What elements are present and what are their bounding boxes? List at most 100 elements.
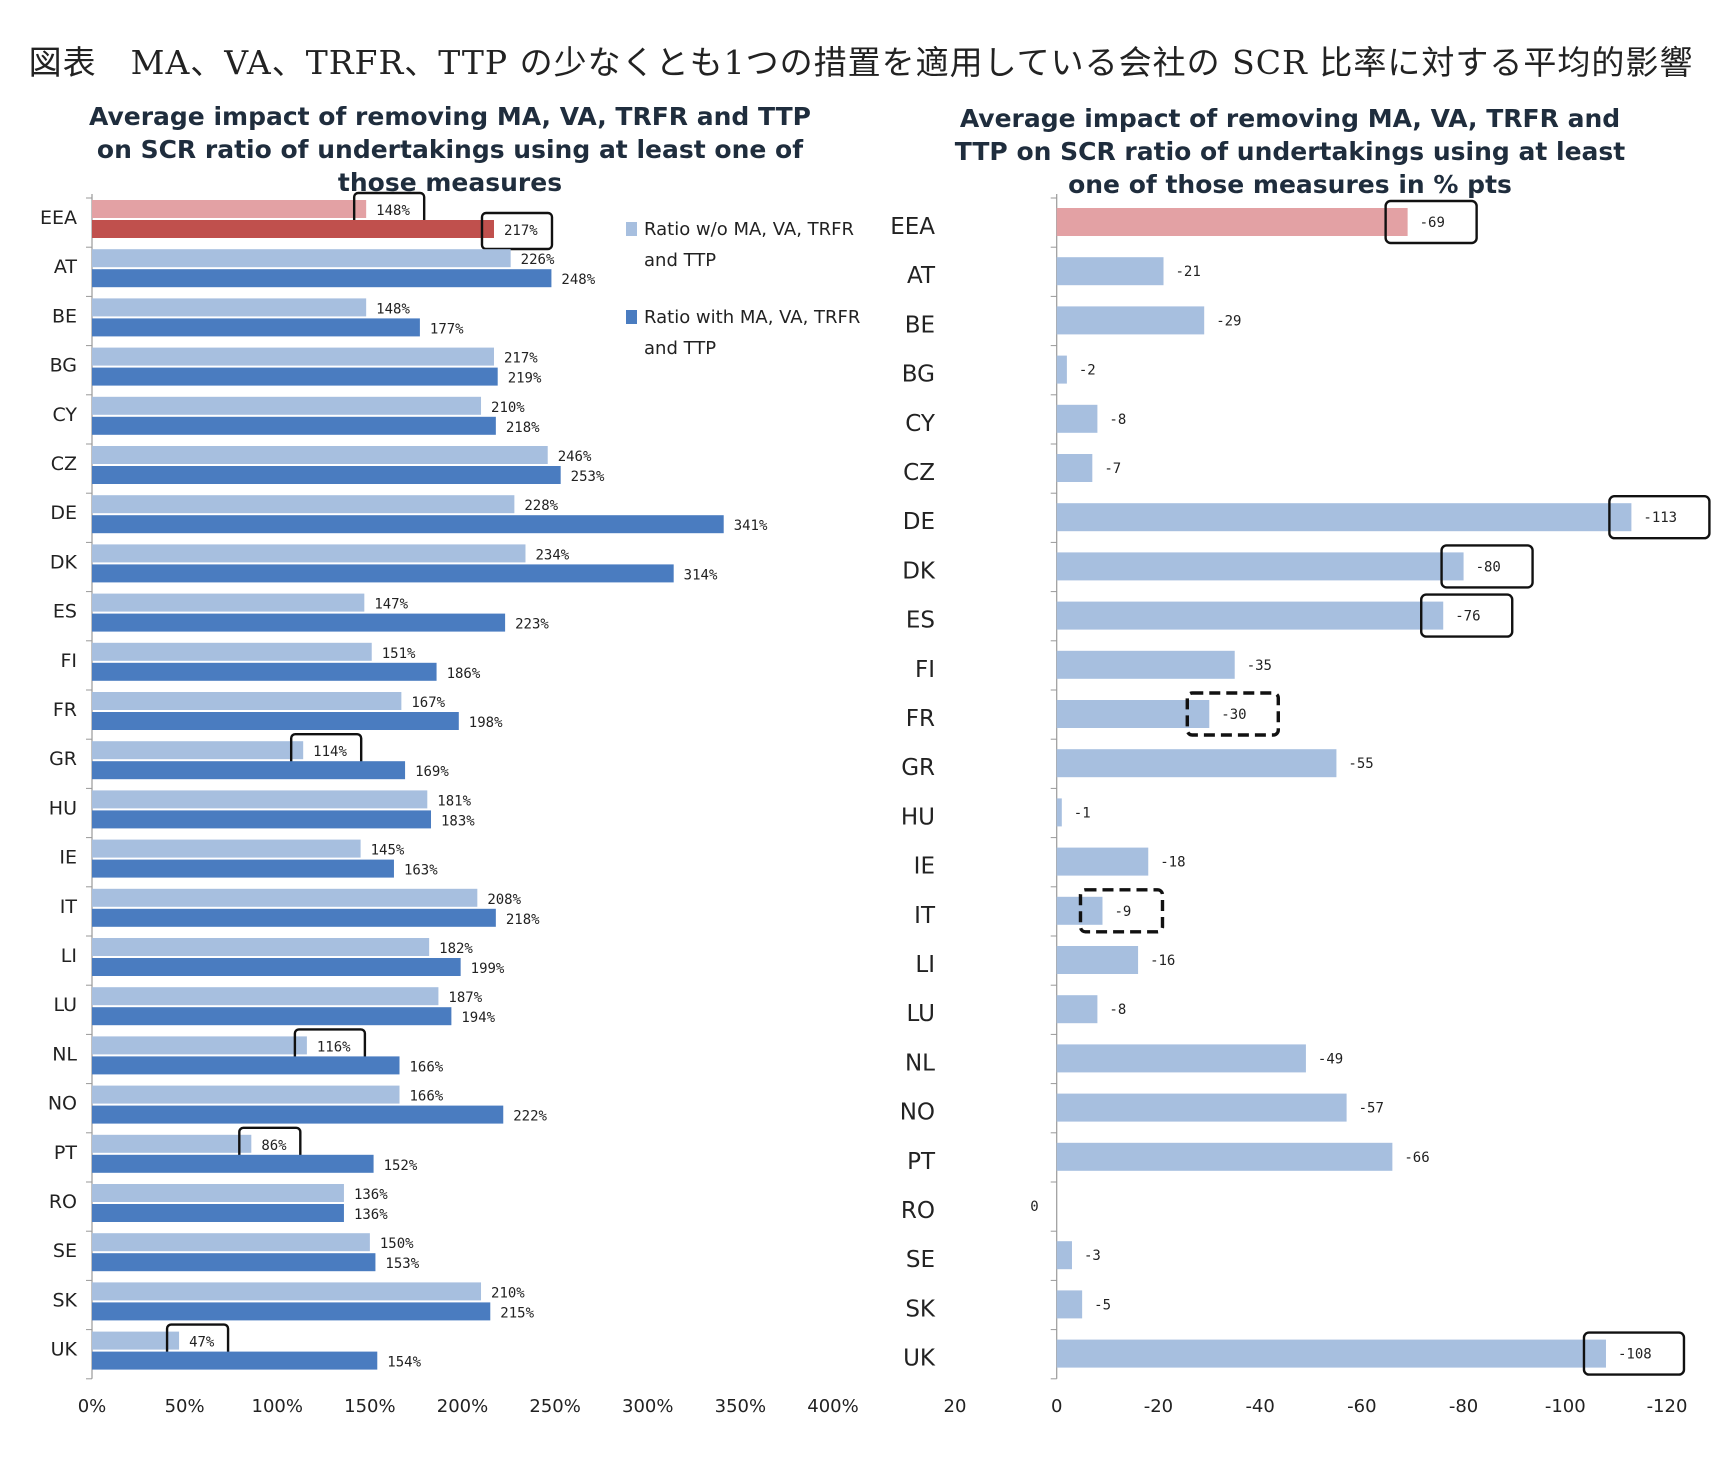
legend-swatch <box>626 222 637 236</box>
right-category-label: IT <box>914 903 936 929</box>
right-bar <box>1056 1142 1393 1171</box>
left-bar <box>92 1134 252 1153</box>
right-data-label: -8 <box>1109 1002 1126 1018</box>
left-bar <box>92 1302 491 1321</box>
right-data-label: -113 <box>1643 510 1677 526</box>
left-data-label: 226% <box>521 252 555 268</box>
left-data-label: 136% <box>354 1187 388 1203</box>
right-category-label: PT <box>907 1149 936 1175</box>
left-bar <box>92 790 428 809</box>
left-category-label: LU <box>53 994 77 1016</box>
right-data-label: -108 <box>1618 1347 1652 1363</box>
left-data-label: 47% <box>189 1335 215 1351</box>
right-data-label: -8 <box>1109 412 1126 428</box>
left-category-label: CY <box>52 404 77 426</box>
left-data-label: 152% <box>384 1158 418 1174</box>
right-data-label: -55 <box>1348 756 1373 772</box>
left-category-label: LI <box>61 945 77 967</box>
left-data-label: 246% <box>558 449 592 465</box>
left-category-label: PT <box>54 1142 77 1164</box>
right-data-label: -7 <box>1104 461 1121 477</box>
left-bar <box>92 466 561 484</box>
right-title-line: one of those measures in % pts <box>1068 170 1512 199</box>
left-category-label: SE <box>53 1240 77 1262</box>
right-category-label: FI <box>915 657 935 683</box>
left-data-label: 341% <box>734 518 768 534</box>
right-category-label: CZ <box>903 460 935 486</box>
left-data-label: 210% <box>491 400 525 416</box>
left-data-label: 208% <box>487 892 521 908</box>
right-x-tick-label: -40 <box>1245 1396 1274 1417</box>
right-category-label: DK <box>902 558 936 584</box>
left-data-label: 148% <box>376 301 410 317</box>
left-data-label: 166% <box>410 1089 444 1105</box>
right-data-label: -5 <box>1094 1297 1111 1313</box>
right-category-label: LU <box>906 1001 935 1027</box>
left-bar <box>92 220 494 238</box>
left-data-label: 167% <box>411 695 445 711</box>
left-bar <box>92 908 496 927</box>
left-data-label: 186% <box>447 666 481 682</box>
right-category-label: DE <box>903 509 935 535</box>
left-category-label: HU <box>49 797 77 819</box>
left-category-label: DE <box>50 502 77 524</box>
left-bar <box>92 741 304 760</box>
left-highlight-box <box>480 211 554 251</box>
left-category-label: AT <box>54 256 78 278</box>
left-data-label: 148% <box>376 203 410 219</box>
left-data-label: 183% <box>441 813 475 829</box>
left-data-label: 222% <box>513 1109 547 1125</box>
left-category-label: IT <box>60 896 78 918</box>
left-bar <box>92 1204 344 1222</box>
right-bar <box>1056 1093 1347 1122</box>
right-category-label: HU <box>901 804 935 830</box>
left-x-tick-label: 350% <box>715 1396 766 1417</box>
left-bar <box>92 564 674 583</box>
left-bar <box>92 1036 307 1055</box>
right-data-label: -49 <box>1318 1051 1343 1067</box>
page-title: 図表 MA、VA、TRFR、TTP の少なくとも1つの措置を適用している会社の … <box>28 43 1694 82</box>
left-data-label: 217% <box>504 223 538 239</box>
right-highlight-box <box>1440 544 1534 589</box>
right-category-label: SK <box>905 1296 936 1322</box>
legend-swatch <box>626 310 637 324</box>
right-data-label: -2 <box>1079 363 1096 379</box>
left-bar <box>92 1056 400 1075</box>
right-bar <box>1056 601 1444 630</box>
left-chart-legend: Ratio w/o MA, VA, TRFR and TTP Ratio with … <box>626 219 860 359</box>
right-data-label: -69 <box>1420 215 1445 231</box>
right-bar <box>1056 404 1098 433</box>
left-chart-title: Average impact of removing MA, VA, TRFR … <box>89 102 811 197</box>
right-data-label: -35 <box>1247 658 1272 674</box>
right-data-label: -80 <box>1476 559 1501 575</box>
left-bar <box>92 446 548 464</box>
left-category-label: DK <box>50 551 78 573</box>
legend-label: and TTP <box>644 250 716 271</box>
left-data-label: 86% <box>261 1138 287 1154</box>
left-category-label: RO <box>49 1191 77 1213</box>
left-bar <box>92 1331 180 1350</box>
right-data-label: -21 <box>1176 264 1201 280</box>
right-bar <box>1056 650 1235 679</box>
right-category-label: ES <box>906 608 935 634</box>
legend-label: Ratio w/o MA, VA, TRFR <box>644 219 854 240</box>
right-data-label: -30 <box>1221 707 1246 723</box>
left-data-label: 177% <box>430 321 464 337</box>
right-data-label: -16 <box>1150 953 1175 969</box>
left-data-label: 199% <box>471 961 505 977</box>
left-bar <box>92 692 402 710</box>
left-bar <box>92 249 511 268</box>
right-x-tick-label: -120 <box>1647 1396 1688 1417</box>
left-x-tick-label: 50% <box>165 1396 205 1417</box>
left-data-label: 147% <box>374 597 408 613</box>
left-bar <box>92 958 461 976</box>
right-data-label: -9 <box>1114 904 1131 920</box>
left-x-tick-label: 400% <box>807 1396 858 1417</box>
left-bar <box>92 495 515 514</box>
right-x-tick-label: -100 <box>1545 1396 1586 1417</box>
left-category-label: UK <box>51 1339 78 1361</box>
left-data-label: 187% <box>448 990 482 1006</box>
right-bar <box>1056 1290 1083 1319</box>
left-bar <box>92 1007 452 1026</box>
